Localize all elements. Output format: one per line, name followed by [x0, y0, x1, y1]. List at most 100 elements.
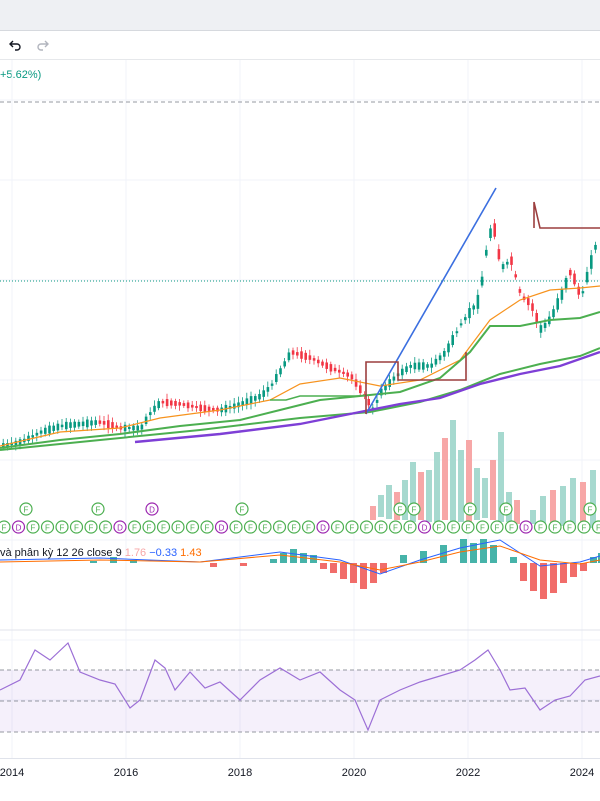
marker-label: F: [412, 506, 417, 515]
candle-body: [565, 278, 568, 289]
candle-body: [359, 385, 362, 393]
marker-label: F: [306, 524, 311, 533]
candle-body: [183, 403, 186, 406]
marker-label: F: [205, 524, 210, 533]
candle-body: [258, 394, 261, 399]
candle-body: [40, 431, 43, 434]
candle-body: [401, 369, 404, 375]
candle-body: [334, 368, 337, 371]
marker-label: D: [16, 524, 22, 533]
marker-label: F: [176, 524, 181, 533]
marker-label: F: [60, 524, 65, 533]
candle-body: [556, 298, 559, 309]
candle-body: [86, 420, 89, 428]
marker-label: F: [466, 524, 471, 533]
candle-body: [149, 412, 152, 415]
candle-body: [304, 353, 307, 360]
macd-value-1: 1.76: [125, 547, 146, 559]
macd-histogram-bar: [210, 563, 217, 567]
candle-body: [531, 303, 534, 311]
candle-body: [502, 264, 505, 269]
candle-body: [477, 295, 480, 309]
candle-body: [552, 309, 555, 317]
candle-body: [262, 390, 265, 397]
marker-label: F: [277, 524, 282, 533]
macd-histogram-bar: [530, 563, 537, 591]
candle-body: [141, 425, 144, 430]
candle-body: [157, 401, 160, 408]
marker-label: F: [596, 524, 600, 533]
volume-bar: [514, 500, 520, 524]
macd-histogram-bar: [560, 563, 567, 583]
marker-label: F: [350, 524, 355, 533]
candle-body: [367, 399, 370, 405]
candle-body: [498, 249, 501, 259]
candle-body: [527, 298, 530, 305]
candle-body: [569, 270, 572, 275]
marker-label: F: [504, 506, 509, 515]
candle-body: [44, 428, 47, 434]
candle-body: [330, 364, 333, 371]
zigzag-line-2: [534, 202, 600, 228]
candle-body: [540, 325, 543, 333]
candle-body: [128, 427, 131, 429]
candle-body: [506, 262, 509, 265]
toolbar: [0, 31, 600, 60]
redo-icon[interactable]: [33, 35, 53, 55]
marker-label: F: [147, 524, 152, 533]
candle-body: [61, 425, 64, 427]
volume-bar: [386, 485, 392, 519]
marker-label: F: [379, 524, 384, 533]
candle-body: [288, 352, 291, 360]
macd-name: và phân kỳ: [0, 547, 53, 559]
candle-body: [489, 228, 492, 238]
marker-label: F: [553, 524, 558, 533]
macd-histogram-bar: [320, 563, 327, 569]
candle-body: [36, 433, 39, 436]
candle-body: [582, 291, 585, 293]
macd-histogram-bar: [330, 563, 337, 573]
marker-label: F: [408, 524, 413, 533]
macd-histogram-bar: [340, 563, 347, 579]
candle-body: [94, 420, 97, 425]
macd-params: 12 26 close 9: [56, 547, 121, 559]
marker-label: F: [263, 524, 268, 533]
candle-body: [409, 365, 412, 368]
volume-bar: [482, 478, 488, 518]
candle-body: [544, 323, 547, 328]
volume-bar: [590, 470, 596, 528]
undo-icon[interactable]: [5, 35, 25, 55]
candle-body: [342, 372, 345, 374]
candle-body: [586, 272, 589, 282]
candle-body: [82, 422, 85, 426]
candle-body: [447, 343, 450, 352]
candle-body: [145, 417, 148, 424]
candle-body: [590, 255, 593, 269]
candle-body: [519, 289, 522, 293]
time-axis-tick: 2024: [570, 767, 594, 779]
macd-histogram-bar: [270, 559, 277, 563]
candle-body: [317, 360, 320, 364]
rsi-band: [0, 670, 600, 732]
candle-body: [187, 402, 190, 408]
candle-body: [300, 351, 303, 358]
volume-bar: [426, 470, 432, 522]
marker-label: F: [161, 524, 166, 533]
candle-body: [254, 396, 257, 401]
marker-label: F: [234, 524, 239, 533]
candle-body: [153, 406, 156, 412]
marker-label: D: [219, 524, 225, 533]
top-bar: [0, 0, 600, 31]
candle-body: [162, 401, 165, 403]
candle-body: [73, 422, 76, 428]
marker-label: F: [538, 524, 543, 533]
macd-legend: và phân kỳ 12 26 close 9 1.76 −0.33 1.43: [0, 547, 202, 559]
marker-label: F: [480, 524, 485, 533]
candle-body: [472, 305, 475, 309]
candle-body: [388, 379, 391, 387]
candle-body: [481, 277, 484, 286]
candle-body: [250, 396, 253, 404]
macd-value-3: 1.43: [180, 547, 201, 559]
